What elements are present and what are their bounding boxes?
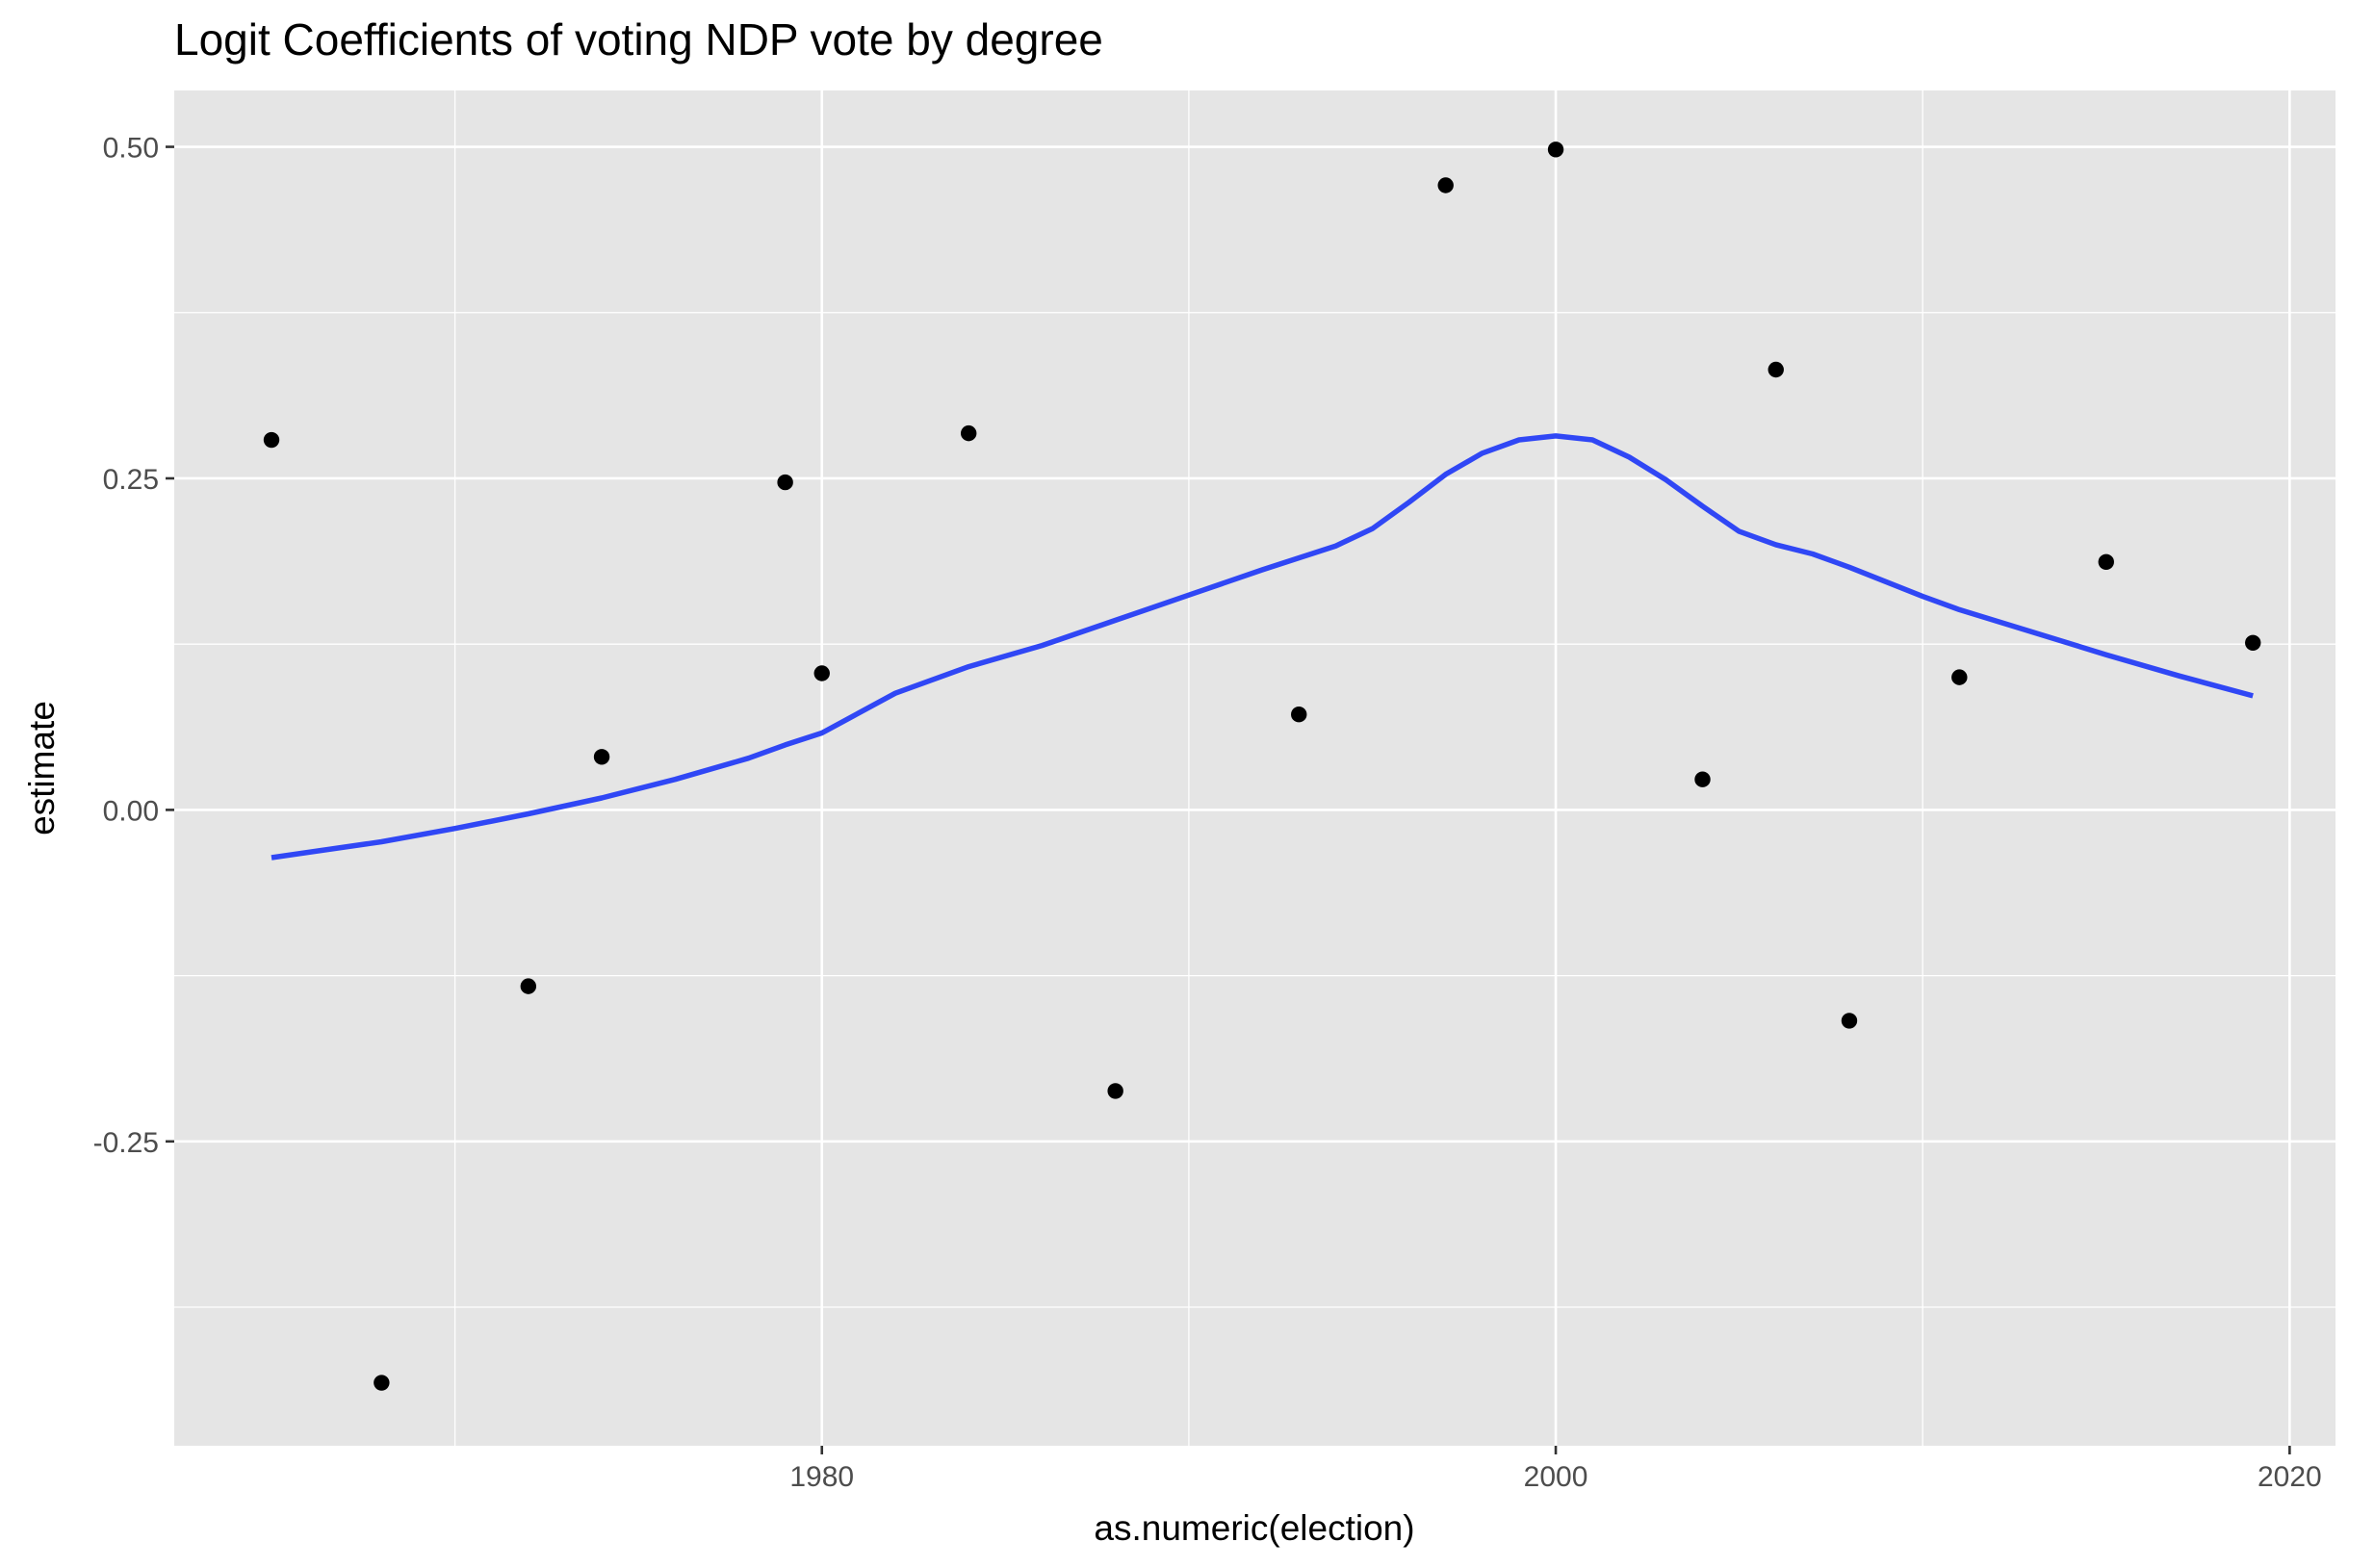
data-point [1841,1013,1858,1029]
tick-labels: 1980 2000 2020 -0.25 0.00 0.25 0.50 [93,133,2322,1493]
y-tick-label: 0.25 [103,464,159,496]
data-point [520,978,537,994]
data-point [777,474,793,491]
smooth-line-layer [271,433,2254,861]
chart-title: Logit Coefficients of voting NDP vote by… [174,14,1103,64]
data-point [2245,634,2261,652]
y-tick-label: -0.25 [93,1127,159,1159]
y-tick-label: 0.00 [103,795,159,827]
data-point [1107,1083,1123,1099]
x-tick-label: 2000 [1524,1461,1588,1493]
data-point [374,1375,390,1391]
data-point [1768,361,1784,378]
data-point [1951,669,1968,685]
data-point [2098,553,2114,570]
y-axis-title: estimate [22,701,62,835]
plot-panel [174,90,2335,1446]
x-tick-label: 2020 [2258,1461,2322,1493]
smooth-trend-line [271,433,2254,861]
data-point [1437,177,1454,193]
data-point [1547,141,1564,158]
data-point [593,749,610,765]
y-tick-label: 0.50 [103,133,159,165]
x-tick-label: 1980 [789,1461,854,1493]
data-points [263,141,2261,1391]
data-point [813,665,830,681]
data-point [263,431,280,449]
data-point [1291,707,1307,723]
minor-gridlines [174,90,2335,1446]
x-axis-title: as.numeric(election) [1094,1508,1414,1548]
major-gridlines [174,90,2335,1446]
data-point [1694,771,1711,787]
axis-ticks [166,145,2291,1454]
data-point [960,424,977,442]
